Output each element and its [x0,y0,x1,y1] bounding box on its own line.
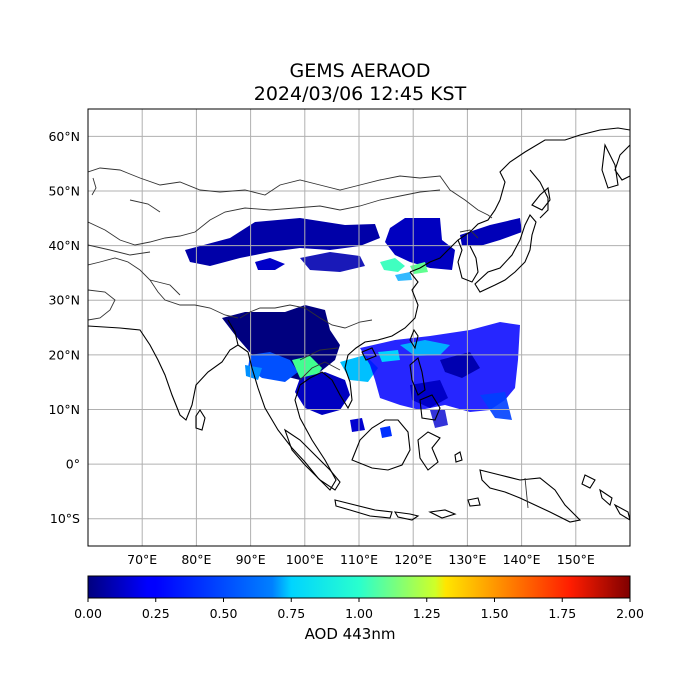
colorbar-ticks: 0.00 0.25 0.50 0.75 1.00 1.25 1.50 1.75 2.00 [74,598,644,621]
colorbar-label: AOD 443nm [304,625,396,643]
lat-tick-label: 0° [66,457,80,472]
lon-tick-label: 70°E [127,552,157,567]
lon-tick-label: 120°E [394,552,432,567]
colorbar-tick-label: 0.50 [210,606,238,621]
colorbar [87,575,631,599]
lat-tick-labels: 60°N 50°N 40°N 30°N 20°N 10°N 0° 10°S [48,129,80,526]
lon-tick-label: 100°E [286,552,324,567]
lat-tick-label: 30°N [48,293,80,308]
lat-tick-label: 50°N [48,183,80,198]
colorbar-tick-label: 0.25 [142,606,170,621]
map-title: GEMS AERAOD [289,60,431,82]
colorbar-tick-label: 1.25 [413,606,441,621]
colorbar-tick-label: 1.50 [481,606,509,621]
lon-tick-label: 150°E [557,552,595,567]
colorbar-tick-label: 1.75 [548,606,576,621]
colorbar-tick-label: 0.00 [74,606,102,621]
lat-tick-label: 20°N [48,347,80,362]
map-subtitle: 2024/03/06 12:45 KST [253,83,467,105]
lat-tick-label: 60°N [48,129,80,144]
lon-tick-label: 90°E [236,552,266,567]
lon-tick-label: 80°E [181,552,211,567]
map-area [88,109,630,546]
colorbar-tick-label: 1.00 [345,606,373,621]
country-borders [88,167,529,509]
lat-tick-label: 10°S [50,511,80,526]
lat-tick-label: 10°N [48,402,80,417]
coastlines [88,127,630,523]
map-frame [87,108,631,547]
map-graticule [88,109,630,546]
lon-tick-label: 110°E [340,552,378,567]
lon-tick-label: 130°E [448,552,486,567]
lat-tick-label: 40°N [48,238,80,253]
aod-field [185,218,522,438]
colorbar-tick-label: 2.00 [616,606,644,621]
lon-tick-label: 140°E [503,552,541,567]
lon-tick-labels: 70°E 80°E 90°E 100°E 110°E 120°E 130°E 140°E 150… [127,552,595,567]
colorbar-tick-label: 0.75 [277,606,305,621]
